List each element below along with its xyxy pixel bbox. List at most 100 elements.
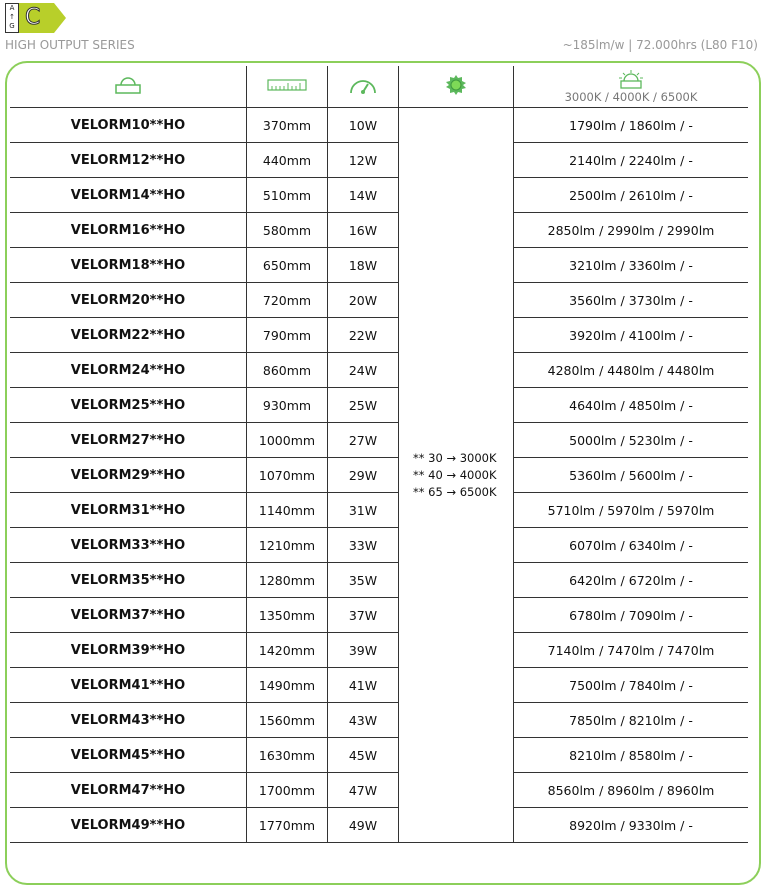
energy-class: C [19,3,66,33]
length-cell: 1070mm [246,457,328,493]
length-cell: 1140mm [246,492,328,528]
length-cell: 1210mm [246,527,328,563]
model-cell: VELORM27**HO [10,422,247,458]
model-cell: VELORM45**HO [10,737,247,773]
flux-cell: 3560lm / 3730lm / - [513,282,748,318]
power-cell: 14W [327,177,399,213]
series-title: HIGH OUTPUT SERIES [5,38,135,52]
flux-cell: 8560lm / 8960lm / 8960lm [513,772,748,808]
model-cell: VELORM37**HO [10,597,247,633]
power-cell: 45W [327,737,399,773]
length-cell: 1280mm [246,562,328,598]
product-table: 3000K / 4000K / 6500K VELORM10**HO 370mm 1… [10,66,748,843]
table-row: VELORM47**HO 1700mm 47W 8560lm / 8960lm / 8… [10,772,748,808]
ruler-icon [267,79,307,91]
power-cell: 20W [327,282,399,318]
power-cell: 43W [327,702,399,738]
lamp-icon [115,77,141,94]
table-row: VELORM25**HO 930mm 25W 4640lm / 4850lm / - [10,387,748,423]
power-cell: 25W [327,387,399,423]
energy-label: A ↑ G C [5,3,66,33]
table-row: VELORM10**HO 370mm 10W ** 30 → 3000K ** 40 →… [10,107,748,843]
model-cell: VELORM16**HO [10,212,247,248]
length-cell: 1770mm [246,807,328,843]
power-cell: 10W [327,107,399,143]
power-cell: 16W [327,212,399,248]
length-cell: 510mm [246,177,328,213]
power-cell: 31W [327,492,399,528]
flux-cell: 4280lm / 4480lm / 4480lm [513,352,748,388]
flux-cell: 8210lm / 8580lm / - [513,737,748,773]
power-cell: 27W [327,422,399,458]
model-cell: VELORM25**HO [10,387,247,423]
power-header [327,66,399,108]
flux-cell: 3920lm / 4100lm / - [513,317,748,353]
flux-header: 3000K / 4000K / 6500K [513,66,748,108]
table-row: VELORM35**HO 1280mm 35W 6420lm / 6720lm / - [10,562,748,598]
color-header [398,66,514,108]
flux-cell: 7500lm / 7840lm / - [513,667,748,703]
flux-cell: 5000lm / 5230lm / - [513,422,748,458]
gauge-icon [350,80,376,94]
color-key: ** 30 → 3000K ** 40 → 4000K ** 65 → 6500K [398,107,514,843]
model-cell: VELORM35**HO [10,562,247,598]
flux-cell: 7140lm / 7470lm / 7470lm [513,632,748,668]
table-row: VELORM33**HO 1210mm 33W 6070lm / 6340lm / - [10,527,748,563]
color-key-item: ** 30 → 3000K [413,450,497,465]
model-cell: VELORM12**HO [10,142,247,178]
length-cell: 930mm [246,387,328,423]
length-cell: 1000mm [246,422,328,458]
length-cell: 1350mm [246,597,328,633]
power-cell: 29W [327,457,399,493]
model-cell: VELORM10**HO [10,107,247,143]
power-cell: 37W [327,597,399,633]
color-key-item: ** 65 → 6500K [413,484,497,499]
model-cell: VELORM39**HO [10,632,247,668]
flux-cell: 6780lm / 7090lm / - [513,597,748,633]
table-row: VELORM22**HO 790mm 22W 3920lm / 4100lm / - [10,317,748,353]
model-cell: VELORM49**HO [10,807,247,843]
length-cell: 1490mm [246,667,328,703]
length-cell: 790mm [246,317,328,353]
table-row: VELORM16**HO 580mm 16W 2850lm / 2990lm / 29… [10,212,748,248]
table-row: VELORM39**HO 1420mm 39W 7140lm / 7470lm / 7… [10,632,748,668]
table-row: VELORM18**HO 650mm 18W 3210lm / 3360lm / - [10,247,748,283]
model-cell: VELORM24**HO [10,352,247,388]
flux-header-label: 3000K / 4000K / 6500K [564,90,698,104]
flux-cell: 2140lm / 2240lm / - [513,142,748,178]
model-cell: VELORM20**HO [10,282,247,318]
power-cell: 22W [327,317,399,353]
power-cell: 24W [327,352,399,388]
length-cell: 1700mm [246,772,328,808]
model-cell: VELORM33**HO [10,527,247,563]
flux-cell: 4640lm / 4850lm / - [513,387,748,423]
power-cell: 18W [327,247,399,283]
power-cell: 41W [327,667,399,703]
table-row: VELORM43**HO 1560mm 43W 7850lm / 8210lm / - [10,702,748,738]
power-cell: 39W [327,632,399,668]
color-key-item: ** 40 → 4000K [413,467,497,482]
table-row: VELORM31**HO 1140mm 31W 5710lm / 5970lm / 5… [10,492,748,528]
table-row: VELORM29**HO 1070mm 29W 5360lm / 5600lm / - [10,457,748,493]
flux-cell: 2850lm / 2990lm / 2990lm [513,212,748,248]
flux-cell: 6420lm / 6720lm / - [513,562,748,598]
sun-icon [446,75,466,95]
table-row: VELORM41**HO 1490mm 41W 7500lm / 7840lm / - [10,667,748,703]
table-row: VELORM49**HO 1770mm 49W 8920lm / 9330lm / - [10,807,748,843]
model-cell: VELORM14**HO [10,177,247,213]
length-cell: 580mm [246,212,328,248]
flux-cell: 7850lm / 8210lm / - [513,702,748,738]
sunrise-icon [619,70,643,89]
flux-cell: 5710lm / 5970lm / 5970lm [513,492,748,528]
flux-cell: 3210lm / 3360lm / - [513,247,748,283]
power-cell: 47W [327,772,399,808]
table-row: VELORM14**HO 510mm 14W 2500lm / 2610lm / - [10,177,748,213]
power-cell: 33W [327,527,399,563]
length-cell: 650mm [246,247,328,283]
model-header [10,66,247,108]
power-cell: 12W [327,142,399,178]
length-cell: 1420mm [246,632,328,668]
series-spec: ~185lm/w | 72.000hrs (L80 F10) [562,38,758,52]
table-row: VELORM37**HO 1350mm 37W 6780lm / 7090lm / - [10,597,748,633]
model-cell: VELORM41**HO [10,667,247,703]
